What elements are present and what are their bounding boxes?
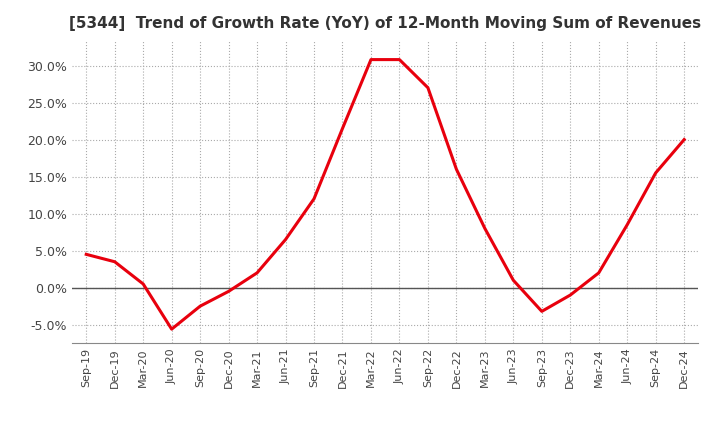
- Title: [5344]  Trend of Growth Rate (YoY) of 12-Month Moving Sum of Revenues: [5344] Trend of Growth Rate (YoY) of 12-…: [69, 16, 701, 32]
